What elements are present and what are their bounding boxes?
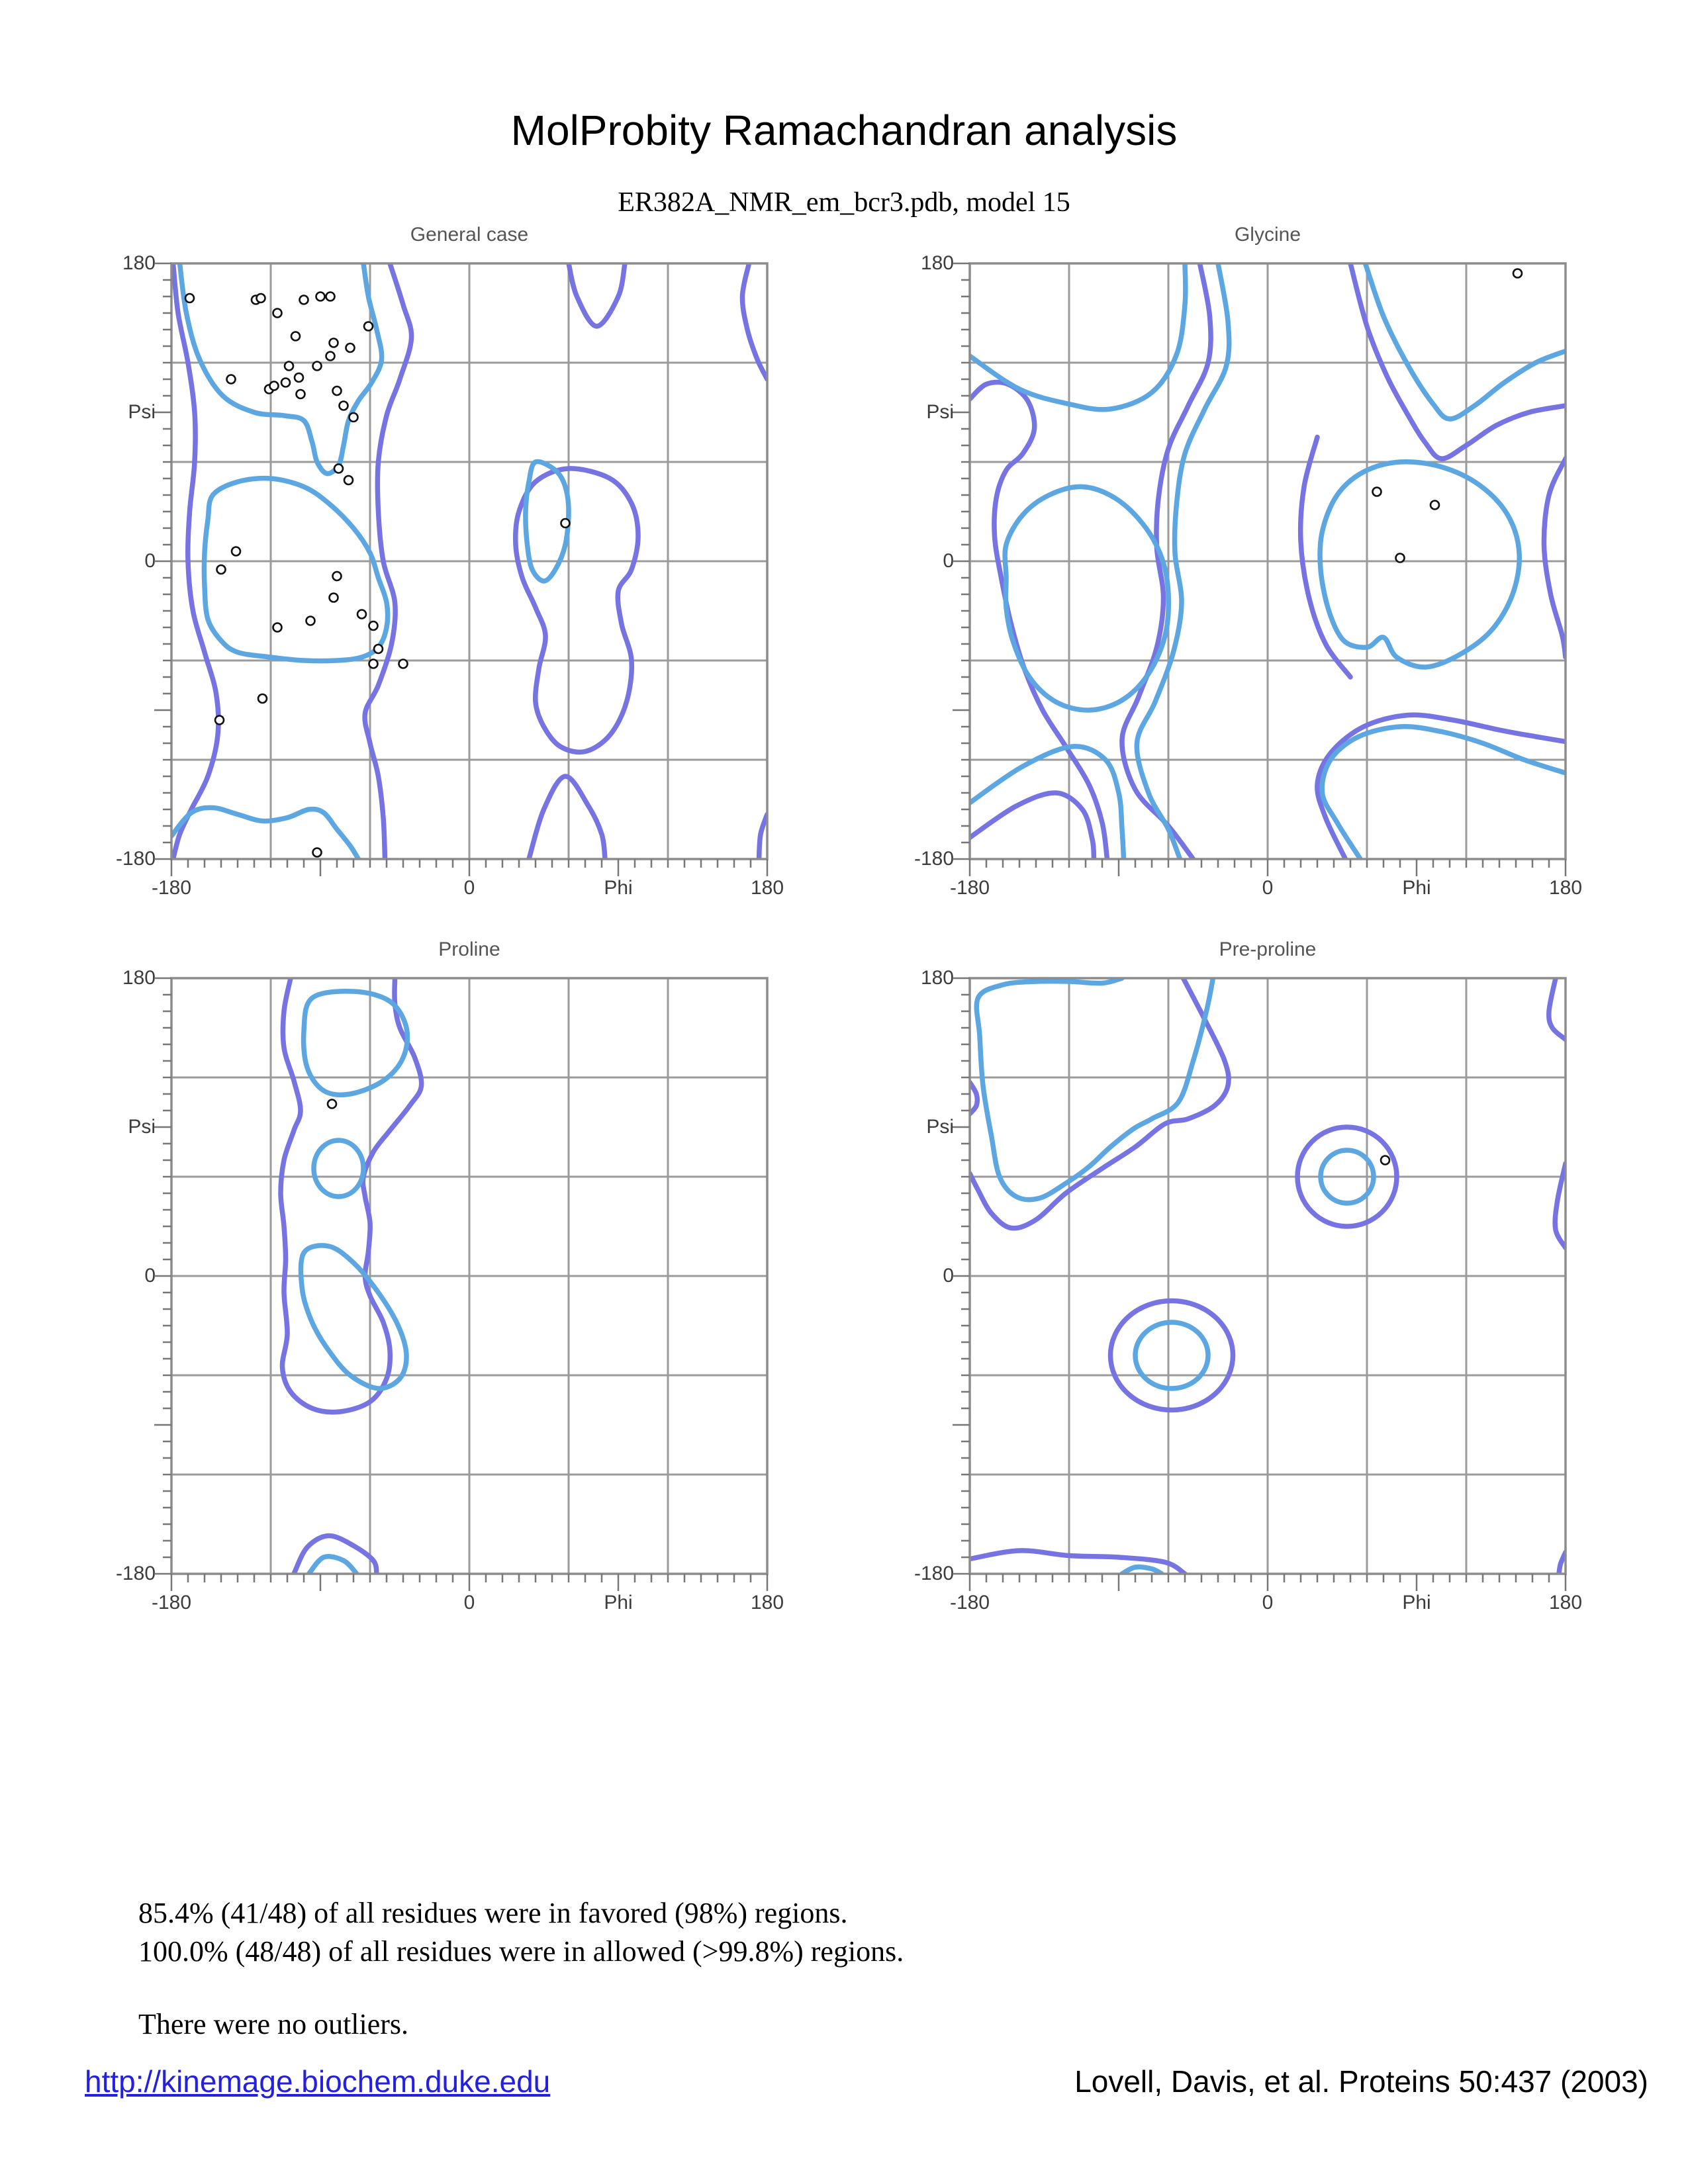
residue-point [315, 291, 326, 302]
residue-point [272, 622, 283, 633]
residue-point [293, 372, 305, 383]
pre-proline-chart-canvas [953, 977, 1567, 1591]
x-axis-label-phi: Phi [1402, 1592, 1431, 1614]
x-axis-tick-label: 0 [1262, 877, 1274, 899]
ramachandran-plot-glycine: Glycine 180 Psi 0 -180 -180 0 Phi 180 [877, 224, 1618, 965]
residue-point [230, 546, 242, 557]
residue-point [269, 381, 279, 391]
residue-point [345, 342, 355, 353]
y-axis-tick-label: 180 [920, 252, 954, 274]
residue-point [312, 361, 322, 371]
x-axis-tick-label: 0 [1262, 1592, 1274, 1614]
x-axis-tick-label: 180 [1548, 1592, 1583, 1614]
residue-point [1512, 268, 1523, 279]
residue-point [338, 400, 349, 411]
ramachandran-plot-proline: Proline 180 Psi 0 -180 -180 0 Phi 180 [79, 938, 820, 1680]
residue-point [216, 564, 226, 575]
kinemage-link[interactable]: http://kinemage.biochem.duke.edu [85, 2064, 551, 2099]
residue-point [333, 463, 344, 474]
residue-point [283, 361, 295, 371]
x-axis-tick-label: -180 [949, 877, 990, 899]
outliers-stat-line: There were no outliers. [138, 2008, 409, 2040]
y-axis-tick-label: -180 [115, 1563, 156, 1584]
residue-point [343, 475, 354, 486]
residue-point [184, 293, 195, 304]
residue-point [368, 620, 379, 631]
x-axis-tick-label: 0 [463, 1592, 475, 1614]
residue-point [226, 374, 236, 385]
y-axis-label-psi: Psi [926, 401, 954, 423]
citation-text: Lovell, Davis, et al. Proteins 50:437 (2… [1074, 2064, 1648, 2099]
residue-point [312, 847, 322, 858]
summary-statistics: 85.4% (41/48) of all residues were in fa… [138, 1894, 904, 2044]
residue-point [214, 715, 225, 725]
residue-point [280, 377, 291, 388]
residue-point [1372, 486, 1382, 497]
residue-point [398, 659, 408, 669]
y-axis-tick-label: 0 [943, 550, 954, 572]
residue-point [299, 295, 309, 305]
x-axis-tick-label: -180 [151, 1592, 192, 1614]
y-axis-tick-label: 180 [920, 967, 954, 989]
y-axis-tick-label: 0 [144, 550, 156, 572]
x-axis-tick-label: 180 [750, 1592, 784, 1614]
x-axis-tick-label: 0 [463, 877, 475, 899]
y-axis-tick-label: 180 [122, 252, 156, 274]
residue-point [1395, 553, 1405, 563]
y-axis-tick-label: -180 [115, 848, 156, 870]
residue-point [328, 338, 339, 348]
residue-point [272, 308, 283, 318]
residue-point [305, 615, 316, 626]
x-axis-tick-label: 180 [1548, 877, 1583, 899]
glycine-chart-canvas [953, 262, 1567, 876]
model-subtitle: ER382A_NMR_em_bcr3.pdb, model 15 [618, 187, 1070, 218]
y-axis-tick-label: -180 [914, 1563, 954, 1584]
residue-point [348, 412, 359, 423]
residue-point [295, 388, 306, 400]
x-axis-tick-label: -180 [151, 877, 192, 899]
residue-point [1380, 1155, 1391, 1165]
residue-point [256, 293, 266, 304]
residue-point [356, 609, 367, 619]
x-axis-label-phi: Phi [604, 877, 633, 899]
plot-title: Glycine [1234, 224, 1301, 246]
x-axis-tick-label: 180 [750, 877, 784, 899]
residue-point [328, 592, 339, 603]
residue-point [368, 659, 379, 669]
y-axis-tick-label: 180 [122, 967, 156, 989]
page-title: MolProbity Ramachandran analysis [510, 107, 1178, 154]
plot-title: Pre-proline [1219, 938, 1317, 960]
y-axis-label-psi: Psi [128, 1116, 156, 1138]
residue-point [290, 331, 301, 341]
spacer [138, 1971, 904, 2005]
favored-stat-line: 85.4% (41/48) of all residues were in fa… [138, 1897, 848, 1929]
y-axis-tick-label: 0 [943, 1265, 954, 1287]
residue-point [332, 385, 342, 396]
x-axis-label-phi: Phi [1402, 877, 1431, 899]
residue-point [326, 1099, 338, 1109]
ramachandran-plot-pre-proline: Pre-proline 180 Psi 0 -180 -180 0 Phi 18… [877, 938, 1618, 1680]
x-axis-label-phi: Phi [604, 1592, 633, 1614]
residue-point [332, 570, 342, 582]
y-axis-tick-label: -180 [914, 848, 954, 870]
allowed-stat-line: 100.0% (48/48) of all residues were in a… [138, 1935, 904, 1968]
general-case-chart-canvas [154, 262, 769, 876]
y-axis-label-psi: Psi [926, 1116, 954, 1138]
residue-point [325, 351, 336, 361]
residue-point [363, 321, 374, 332]
plot-title: Proline [438, 938, 500, 960]
y-axis-label-psi: Psi [128, 401, 156, 423]
proline-chart-canvas [154, 977, 769, 1591]
residue-point [1429, 500, 1440, 510]
x-axis-tick-label: -180 [949, 1592, 990, 1614]
ramachandran-plot-general-case: General case 180 Psi 0 -180 -180 0 Phi 1… [79, 224, 820, 965]
residue-point [560, 518, 571, 529]
residue-point [373, 643, 384, 655]
residue-point [257, 693, 268, 704]
plot-title: General case [410, 224, 529, 246]
residue-point [325, 291, 336, 302]
y-axis-tick-label: 0 [144, 1265, 156, 1287]
